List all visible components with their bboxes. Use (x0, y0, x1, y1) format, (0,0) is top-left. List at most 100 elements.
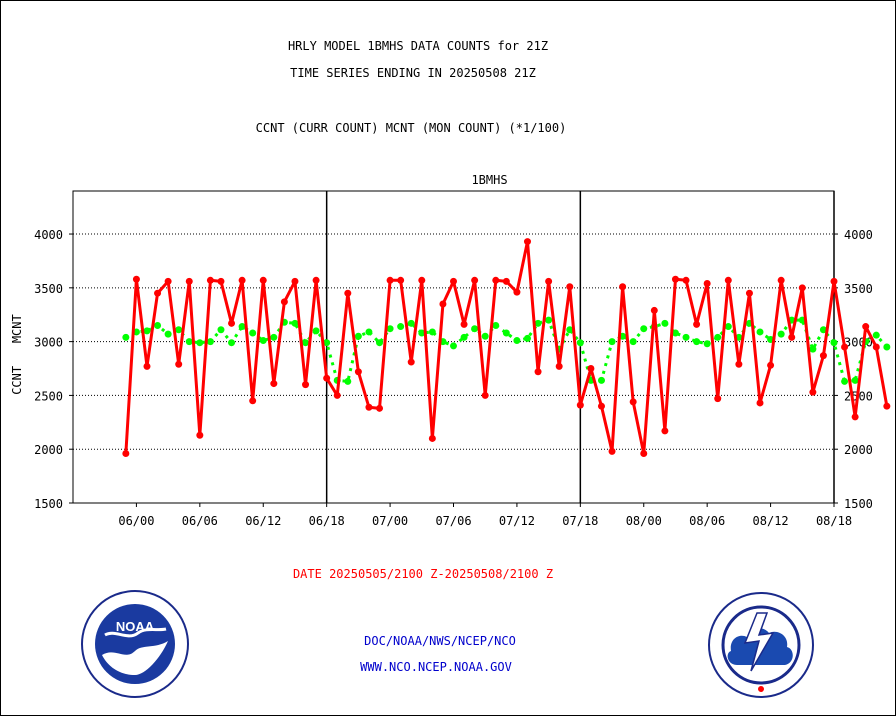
x-tick-label: 06/06 (182, 514, 218, 528)
ccnt-point (576, 401, 584, 409)
mcnt-point (608, 338, 616, 346)
mcnt-point (883, 343, 891, 351)
ccnt-point (164, 277, 172, 285)
ccnt-point (809, 388, 817, 396)
chart-title-line1: HRLY MODEL 1BMHS DATA COUNTS for 21Z (287, 39, 549, 53)
ccnt-point (481, 391, 489, 399)
x-tick-label: 08/00 (626, 514, 662, 528)
ccnt-point (365, 403, 373, 411)
mcnt-point (693, 338, 701, 346)
mcnt-point (671, 329, 679, 337)
ccnt-point (196, 431, 204, 439)
ccnt-point (798, 284, 806, 292)
mcnt-point (418, 329, 426, 337)
mcnt-point (576, 339, 584, 347)
panel-title: 1BMHS (471, 173, 507, 187)
ccnt-point (619, 283, 627, 291)
x-tick-label: 08/18 (816, 514, 852, 528)
ccnt-point (693, 320, 701, 328)
mcnt-point (703, 340, 711, 348)
y-tick-label: 3000 (34, 336, 63, 350)
mcnt-point (629, 338, 637, 346)
y-axis-label-mcnt: MCNT (10, 314, 24, 343)
ccnt-point (122, 450, 130, 458)
mcnt-point (450, 342, 457, 350)
mcnt-point (323, 339, 331, 347)
ccnt-point (280, 298, 288, 306)
mcnt-point (809, 345, 817, 353)
mcnt-point (841, 377, 849, 385)
mcnt-point (481, 332, 489, 340)
ccnt-point (270, 380, 278, 388)
mcnt-point (682, 333, 690, 341)
ccnt-point (132, 275, 140, 283)
mcnt-point (513, 337, 521, 345)
mcnt-point (523, 334, 531, 342)
mcnt-point (302, 339, 310, 347)
mcnt-point (365, 328, 373, 336)
ccnt-point (333, 391, 341, 399)
mcnt-point (714, 333, 722, 341)
ccnt-point (291, 277, 299, 285)
mcnt-point (122, 333, 130, 341)
x-tick-label: 07/12 (499, 514, 535, 528)
grid-lines (69, 233, 838, 504)
ccnt-point (703, 280, 711, 288)
ccnt-point (661, 427, 669, 435)
ccnt-point (471, 276, 479, 284)
y-tick-label: 3500 (844, 282, 873, 296)
mcnt-point (143, 327, 151, 335)
mcnt-point (545, 316, 553, 324)
day-boundaries (325, 191, 835, 503)
ccnt-point (439, 300, 447, 308)
series-mcnt (122, 316, 891, 385)
noaa-logo-icon: NOAA (81, 590, 189, 698)
ccnt-point (450, 277, 457, 285)
ccnt-line (124, 240, 889, 456)
ccnt-point (756, 399, 764, 407)
y-tick-label: 1500 (844, 497, 873, 511)
ccnt-point (745, 289, 753, 297)
ccnt-point (682, 276, 690, 284)
ccnt-point (397, 276, 405, 284)
mcnt-point (872, 331, 880, 339)
ccnt-point (555, 362, 563, 370)
ccnt-point (175, 360, 183, 368)
y-axis-label-ccnt: CCNT (10, 366, 24, 395)
y-tick-label: 2500 (34, 389, 63, 403)
mcnt-point (661, 319, 669, 327)
ccnt-point (418, 276, 426, 284)
ccnt-point (841, 343, 849, 351)
ccnt-point (545, 277, 553, 285)
ccnt-point (819, 352, 827, 360)
mcnt-point (460, 333, 468, 341)
y-tick-label: 3500 (34, 282, 63, 296)
x-tick-label: 07/06 (435, 514, 471, 528)
ccnt-point (777, 276, 785, 284)
nws-logo-icon (708, 592, 814, 698)
mcnt-point (386, 325, 394, 333)
ccnt-point (206, 276, 214, 284)
mcnt-point (164, 330, 172, 338)
ccnt-point (259, 276, 267, 284)
mcnt-point (777, 330, 785, 338)
ccnt-point (217, 277, 225, 285)
ccnt-point (629, 398, 637, 406)
ccnt-point (238, 276, 246, 284)
mcnt-point (597, 376, 605, 384)
website-label: WWW.NCO.NCEP.NOAA.GOV (360, 660, 512, 674)
ccnt-point (714, 395, 722, 403)
ccnt-point (830, 277, 838, 285)
mcnt-point (354, 332, 362, 340)
mcnt-point (502, 329, 510, 337)
org-path-label: DOC/NOAA/NWS/NCEP/NCO (364, 634, 516, 648)
y-tick-label: 2000 (844, 443, 873, 457)
chart-title-line2: TIME SERIES ENDING IN 20250508 21Z (290, 66, 536, 80)
ccnt-point (767, 361, 775, 369)
ccnt-point (143, 362, 151, 370)
mcnt-point (851, 376, 859, 384)
ccnt-point (228, 319, 236, 327)
x-tick-label: 06/18 (309, 514, 345, 528)
